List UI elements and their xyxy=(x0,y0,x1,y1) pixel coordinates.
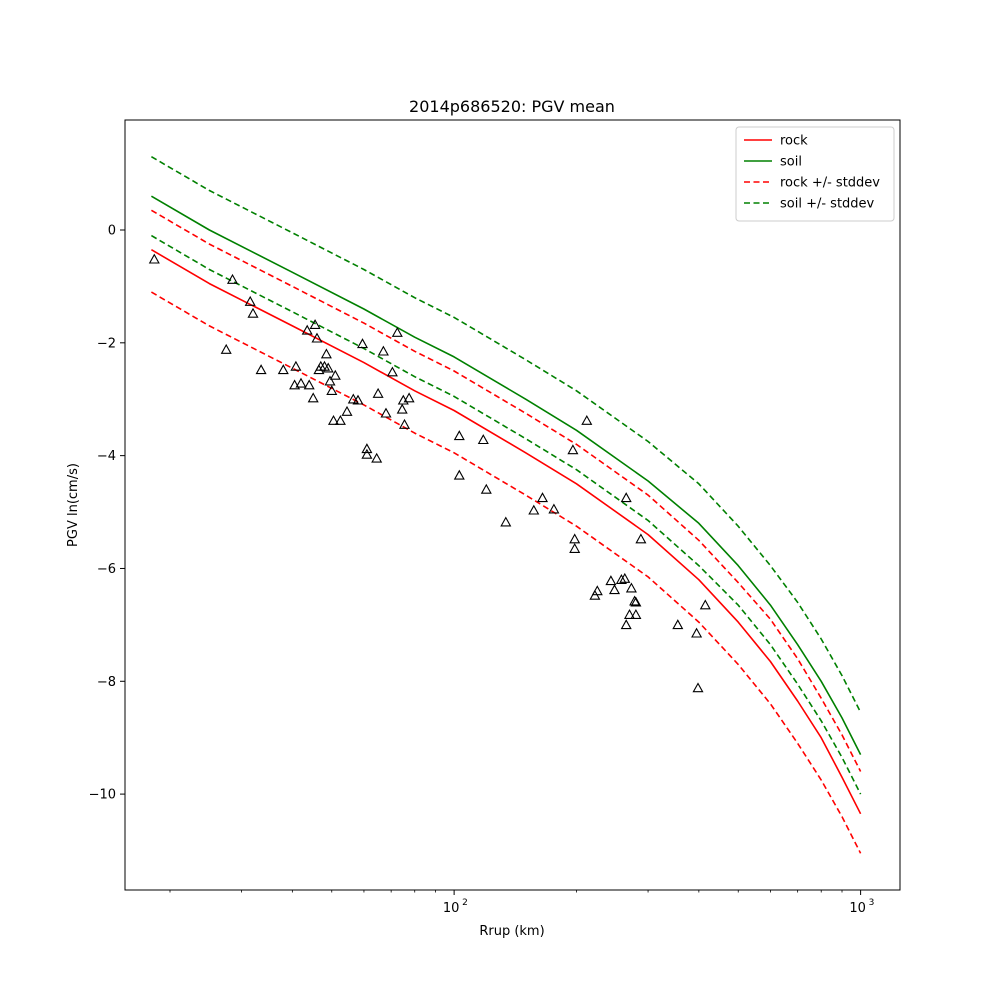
observation-point-49 xyxy=(567,444,579,455)
observation-point-30 xyxy=(361,448,373,459)
observation-point-22 xyxy=(327,414,340,425)
series-line-2 xyxy=(150,209,862,772)
observation-point-26 xyxy=(347,393,359,404)
observation-point-21 xyxy=(326,385,338,395)
observation-point-66 xyxy=(635,533,647,544)
y-tick-label-5: −10 xyxy=(89,788,116,803)
observation-point-24 xyxy=(334,414,346,425)
x-tick-exponent-0: 2 xyxy=(462,898,468,908)
observation-point-67 xyxy=(672,619,684,630)
observation-point-55 xyxy=(605,575,617,586)
axis-ticks: 10 2 10 30−2−4−6−8−10 xyxy=(89,224,875,917)
observation-point-14 xyxy=(311,332,323,343)
observation-point-50 xyxy=(569,533,581,544)
observation-point-29 xyxy=(361,443,373,454)
observation-point-58 xyxy=(619,572,631,583)
series-line-4 xyxy=(150,156,862,713)
observation-point-9 xyxy=(295,377,307,388)
observation-point-64 xyxy=(630,596,642,607)
observation-point-28 xyxy=(356,338,369,349)
observation-point-35 xyxy=(386,366,398,377)
x-tick-label-1: 10 xyxy=(849,901,866,916)
observation-point-69 xyxy=(692,682,704,693)
observation-point-23 xyxy=(329,369,341,380)
observation-point-8 xyxy=(290,360,302,371)
observations xyxy=(148,253,711,693)
observation-point-7 xyxy=(289,379,301,390)
series-line-0 xyxy=(150,249,862,815)
y-tick-label-4: −8 xyxy=(97,675,116,690)
observation-point-10 xyxy=(301,324,313,335)
y-tick-label-0: 0 xyxy=(108,224,116,239)
observation-point-11 xyxy=(303,379,315,390)
observation-point-12 xyxy=(307,392,319,403)
observation-point-62 xyxy=(625,582,637,593)
x-tick-exponent-1: 3 xyxy=(869,898,875,908)
observation-point-43 xyxy=(477,434,489,445)
legend-label-1: soil xyxy=(780,155,802,170)
observation-point-68 xyxy=(691,627,703,638)
observation-point-20 xyxy=(324,375,336,386)
legend-label-0: rock xyxy=(780,134,808,149)
observation-point-44 xyxy=(480,483,492,494)
observation-point-57 xyxy=(615,573,627,584)
observation-point-60 xyxy=(620,492,632,503)
y-tick-label-1: −2 xyxy=(97,336,116,351)
observation-point-63 xyxy=(629,595,641,606)
y-tick-label-2: −4 xyxy=(97,449,116,464)
observation-point-27 xyxy=(352,394,364,405)
observation-point-4 xyxy=(247,307,259,318)
observation-point-19 xyxy=(322,362,334,373)
observation-point-37 xyxy=(396,403,408,414)
observation-point-5 xyxy=(255,364,267,375)
observation-point-1 xyxy=(226,273,239,284)
observation-point-39 xyxy=(398,418,411,429)
observation-point-0 xyxy=(148,253,160,264)
legend-label-3: soil +/- stddev xyxy=(780,197,875,212)
series-line-1 xyxy=(150,195,862,755)
observation-point-41 xyxy=(453,430,465,441)
observation-point-48 xyxy=(548,503,560,514)
observation-point-34 xyxy=(380,407,392,418)
plot-area xyxy=(150,156,862,854)
observation-point-18 xyxy=(320,348,332,359)
y-tick-label-3: −6 xyxy=(97,562,116,577)
chart-title: 2014p686520: PGV mean xyxy=(409,97,615,116)
observation-point-52 xyxy=(581,414,593,425)
legend-label-2: rock +/- stddev xyxy=(780,176,880,191)
series-line-5 xyxy=(150,234,862,795)
observation-point-54 xyxy=(591,585,603,596)
observation-point-56 xyxy=(608,584,621,595)
legend: rock soil rock +/- stddev soil +/- stddev xyxy=(735,126,895,222)
observation-point-59 xyxy=(620,619,632,630)
observation-point-25 xyxy=(341,405,353,416)
legend-box xyxy=(735,126,895,222)
observation-point-33 xyxy=(377,345,389,356)
observation-point-32 xyxy=(372,387,384,398)
x-axis-label: Rrup (km) xyxy=(479,924,544,939)
observation-point-42 xyxy=(453,469,465,480)
observation-point-47 xyxy=(536,492,549,503)
observation-point-6 xyxy=(277,364,289,375)
observation-point-31 xyxy=(371,452,383,463)
observation-point-70 xyxy=(699,599,711,610)
axes-frame xyxy=(124,119,901,891)
observation-point-51 xyxy=(569,542,581,553)
observation-point-61 xyxy=(623,608,636,619)
y-axis-label: PGV ln(cm/s) xyxy=(66,463,81,547)
observation-point-46 xyxy=(528,504,540,515)
observation-point-13 xyxy=(309,319,321,329)
observation-point-2 xyxy=(220,343,232,354)
series-line-3 xyxy=(150,291,862,854)
observation-point-3 xyxy=(244,295,256,306)
observation-point-45 xyxy=(500,516,512,527)
observation-point-65 xyxy=(630,608,642,619)
observation-point-40 xyxy=(403,392,415,403)
observation-point-36 xyxy=(391,326,403,337)
x-tick-label-0: 10 xyxy=(443,901,460,916)
